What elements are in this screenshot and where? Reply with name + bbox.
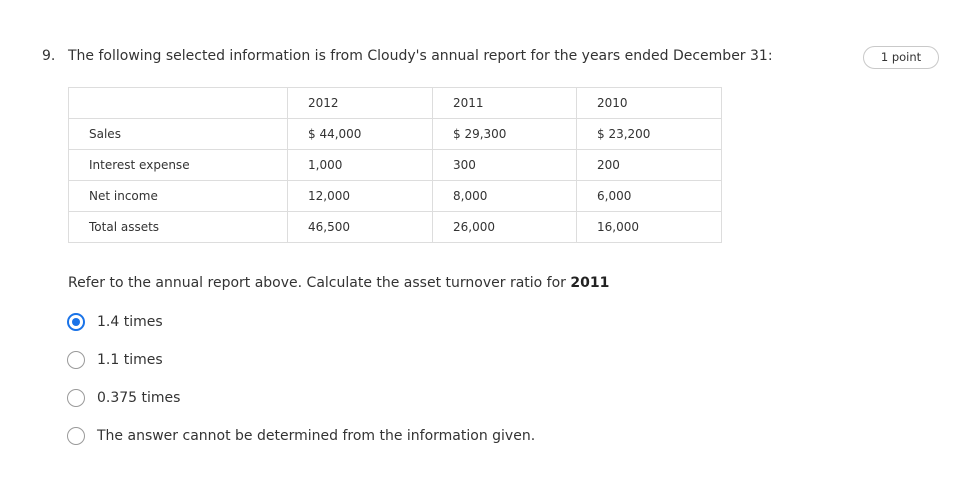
instruction-text: Refer to the annual report above. Calcul… [68,275,571,291]
answer-option[interactable]: 0.375 times [67,387,180,409]
table-header-cell: 2012 [287,87,433,119]
table-row-label: Interest expense [68,149,288,181]
table-header-row: 2012 2011 2010 [68,87,722,119]
table-cell: 8,000 [432,180,577,212]
radio-button[interactable] [67,313,85,331]
question-number: 9. [42,48,56,64]
table-header-cell: 2010 [576,87,722,119]
table-cell: 200 [576,149,722,181]
radio-button[interactable] [67,389,85,407]
answer-option[interactable]: 1.1 times [67,349,163,371]
answer-option-label: The answer cannot be determined from the… [97,428,536,444]
question-text: The following selected information is fr… [68,48,773,64]
table-cell: $ 44,000 [287,118,433,150]
table-row-label: Net income [68,180,288,212]
table-cell: 26,000 [432,211,577,243]
table-header-cell [68,87,288,119]
answer-option-label: 1.1 times [97,352,163,368]
table-row: Total assets 46,500 26,000 16,000 [68,211,722,243]
table-cell: 300 [432,149,577,181]
table-header-cell: 2011 [432,87,577,119]
table-row: Net income 12,000 8,000 6,000 [68,180,722,212]
table-row: Interest expense 1,000 300 200 [68,149,722,181]
radio-button[interactable] [67,351,85,369]
annual-report-table: 2012 2011 2010 Sales $ 44,000 $ 29,300 $… [68,87,722,243]
table-cell: $ 23,200 [576,118,722,150]
table-cell: 6,000 [576,180,722,212]
table-row-label: Sales [68,118,288,150]
radio-button[interactable] [67,427,85,445]
table-cell: 16,000 [576,211,722,243]
points-badge: 1 point [863,46,939,69]
table-cell: 12,000 [287,180,433,212]
answer-option-label: 1.4 times [97,314,163,330]
table-cell: $ 29,300 [432,118,577,150]
question-instruction: Refer to the annual report above. Calcul… [68,275,609,291]
instruction-year: 2011 [570,275,610,291]
answer-option[interactable]: 1.4 times [67,311,163,333]
answer-option-label: 0.375 times [97,390,181,406]
table-row-label: Total assets [68,211,288,243]
table-cell: 1,000 [287,149,433,181]
table-cell: 46,500 [287,211,433,243]
table-row: Sales $ 44,000 $ 29,300 $ 23,200 [68,118,722,150]
answer-option[interactable]: The answer cannot be determined from the… [67,425,535,447]
